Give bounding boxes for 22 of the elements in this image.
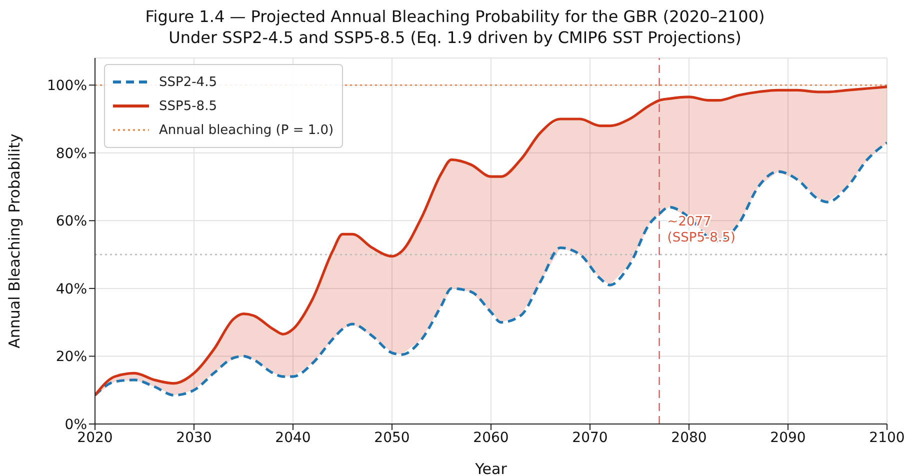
x-axis-title: Year [474, 460, 508, 476]
chart-title: Figure 1.4 — Projected Annual Bleaching Probability for the GBR (2020–2100) [144, 6, 766, 27]
legend-label: SSP2-4.5 [159, 74, 217, 90]
x-tick-label: 2080 [671, 430, 707, 446]
y-tick-label: 20% [56, 349, 87, 366]
y-axis-title: Annual Bleaching Probability [5, 133, 24, 348]
legend-label: Annual bleaching (P = 1.0) [159, 122, 334, 138]
legend-label: SSP5-8.5 [159, 98, 217, 114]
x-tick-label: 2060 [473, 430, 509, 446]
x-tick-label: 2040 [275, 430, 311, 446]
y-tick-label: 60% [56, 214, 87, 230]
line-series [95, 86, 887, 396]
y-tick-label: 100% [46, 78, 87, 94]
chart-subtitle: Under SSP2-4.5 and SSP5-8.5 (Eq. 1.9 driven by CMIP6 SST Projections) [168, 27, 742, 48]
x-tick-label: 2090 [770, 430, 806, 446]
x-tick-label: 2050 [374, 430, 410, 446]
y-tick-label: 80% [56, 146, 87, 162]
x-tick-label: 2100 [869, 430, 905, 446]
x-tick-label: 2070 [572, 430, 608, 446]
line-series [95, 141, 887, 396]
x-tick-label: 2030 [176, 430, 212, 446]
y-tick-label: 40% [56, 281, 87, 298]
